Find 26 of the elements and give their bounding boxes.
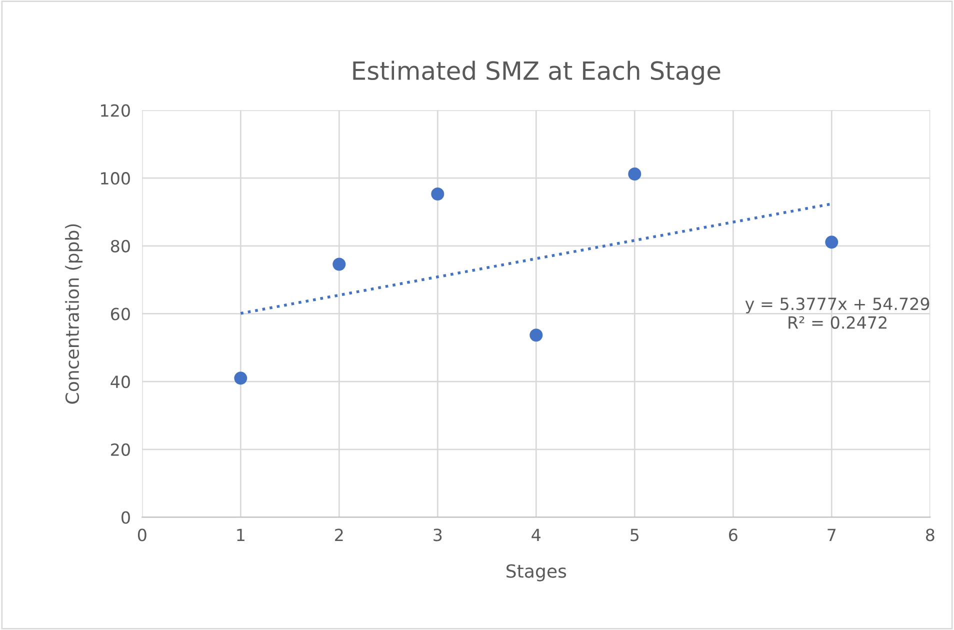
x-tick-label: 0	[138, 528, 146, 542]
point	[628, 168, 642, 181]
point	[431, 188, 444, 201]
chart-title: Estimated SMZ at Each Stage	[353, 60, 720, 85]
x-tick-label: 8	[926, 528, 934, 542]
point	[530, 328, 543, 342]
x-tick-label: 3	[434, 528, 442, 542]
point	[332, 258, 346, 271]
y-axis-title: Concentration (ppb)	[65, 224, 83, 404]
point	[825, 236, 838, 249]
y-tick-label: 0	[122, 511, 130, 524]
x-tick-label: 7	[828, 528, 836, 542]
x-tick-label: 2	[335, 528, 343, 542]
y-tick-label: 100	[101, 172, 130, 185]
x-tick-label: 5	[630, 528, 638, 542]
y-tick-label: 80	[110, 240, 130, 252]
point	[234, 372, 248, 385]
x-tick-label: 1	[237, 528, 244, 542]
y-tick-label: 20	[111, 443, 130, 456]
y-tick-label: 40	[110, 376, 130, 388]
y-tick-label: 120	[101, 104, 130, 117]
annotation: y = 5.3777x + 54.729 R² = 0.2472	[745, 298, 930, 329]
x-axis-title: Stages	[506, 564, 566, 582]
y-tick-label: 60	[110, 308, 130, 320]
x-tick-label: 4	[532, 528, 541, 542]
x-tick-label: 6	[729, 528, 738, 542]
